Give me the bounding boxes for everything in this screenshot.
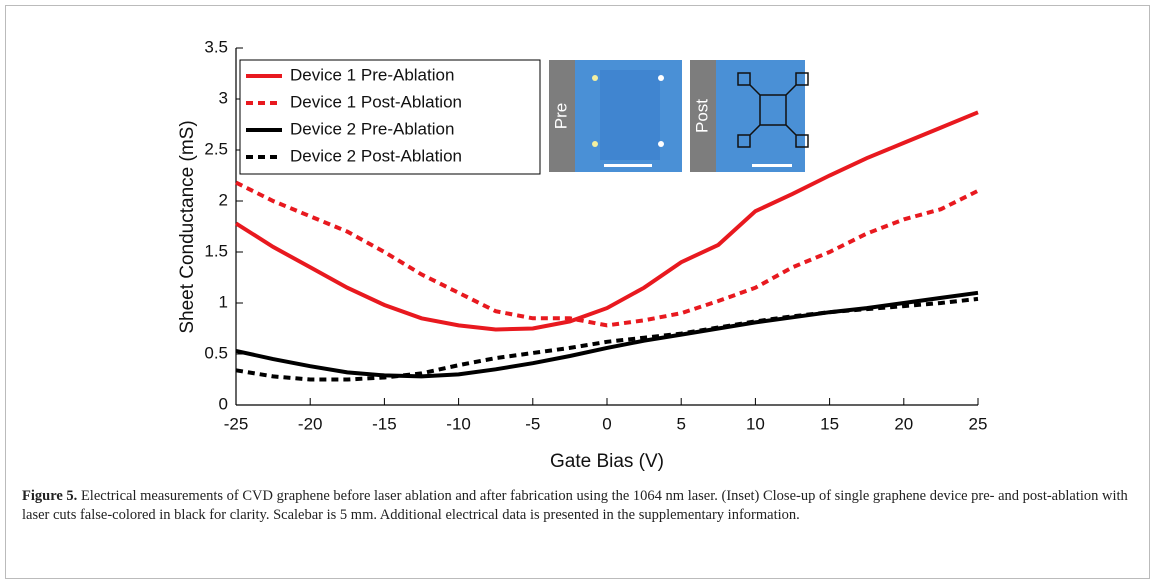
y-tick-label: 1 <box>219 292 228 311</box>
x-tick-label: 0 <box>602 414 611 433</box>
scale-bar <box>752 164 792 167</box>
inset-label: Pre <box>551 103 570 129</box>
y-tick-label: 2 <box>219 190 228 209</box>
inset: Pre Post <box>549 60 809 172</box>
x-tick-label: 20 <box>894 414 913 433</box>
x-tick-label: 15 <box>820 414 839 433</box>
y-tick-label: 2.5 <box>204 139 228 158</box>
legend-label: Device 2 Post-Ablation <box>290 146 462 165</box>
inset-label: Post <box>692 99 711 133</box>
figure-border <box>5 5 1150 579</box>
caption-label: Figure 5. <box>22 488 78 504</box>
series-line <box>235 180 979 328</box>
inset-dot <box>592 141 598 147</box>
y-tick-label: 3 <box>219 88 228 107</box>
y-tick-label: 1.5 <box>204 241 228 260</box>
inset-dot <box>658 141 664 147</box>
caption: Figure 5. Electrical measurements of CVD… <box>22 487 1137 525</box>
caption-text: Electrical measurements of CVD graphene … <box>22 488 1128 523</box>
laser-cut <box>737 72 809 148</box>
x-tick-label: -25 <box>224 414 249 433</box>
x-axis-label: Gate Bias (V) <box>550 451 664 472</box>
inset-dot <box>658 75 664 81</box>
y-tick-label: 0.5 <box>204 343 228 362</box>
x-tick-label: -5 <box>525 414 540 433</box>
x-tick-label: -10 <box>446 414 471 433</box>
inset-strip <box>690 60 716 172</box>
x-tick-label: 10 <box>746 414 765 433</box>
y-axis-label: Sheet Conductance (mS) <box>177 120 198 333</box>
scale-bar <box>604 164 652 167</box>
legend-box <box>239 59 541 175</box>
x-tick-label: 5 <box>676 414 685 433</box>
legend-label: Device 1 Pre-Ablation <box>290 65 454 84</box>
legend-label: Device 2 Pre-Ablation <box>290 119 454 138</box>
x-tick-label: -20 <box>298 414 323 433</box>
inset-strip <box>549 60 575 172</box>
series-line <box>235 296 979 382</box>
series-line <box>234 110 979 332</box>
inset-graphene <box>600 70 660 160</box>
y-tick-label: 3.5 <box>204 37 228 56</box>
x-tick-label: 25 <box>969 414 988 433</box>
series-line <box>235 290 979 379</box>
y-tick-label: 0 <box>219 394 228 413</box>
inset-dot <box>592 75 598 81</box>
legend-label: Device 1 Post-Ablation <box>290 92 462 111</box>
x-tick-label: -15 <box>372 414 397 433</box>
